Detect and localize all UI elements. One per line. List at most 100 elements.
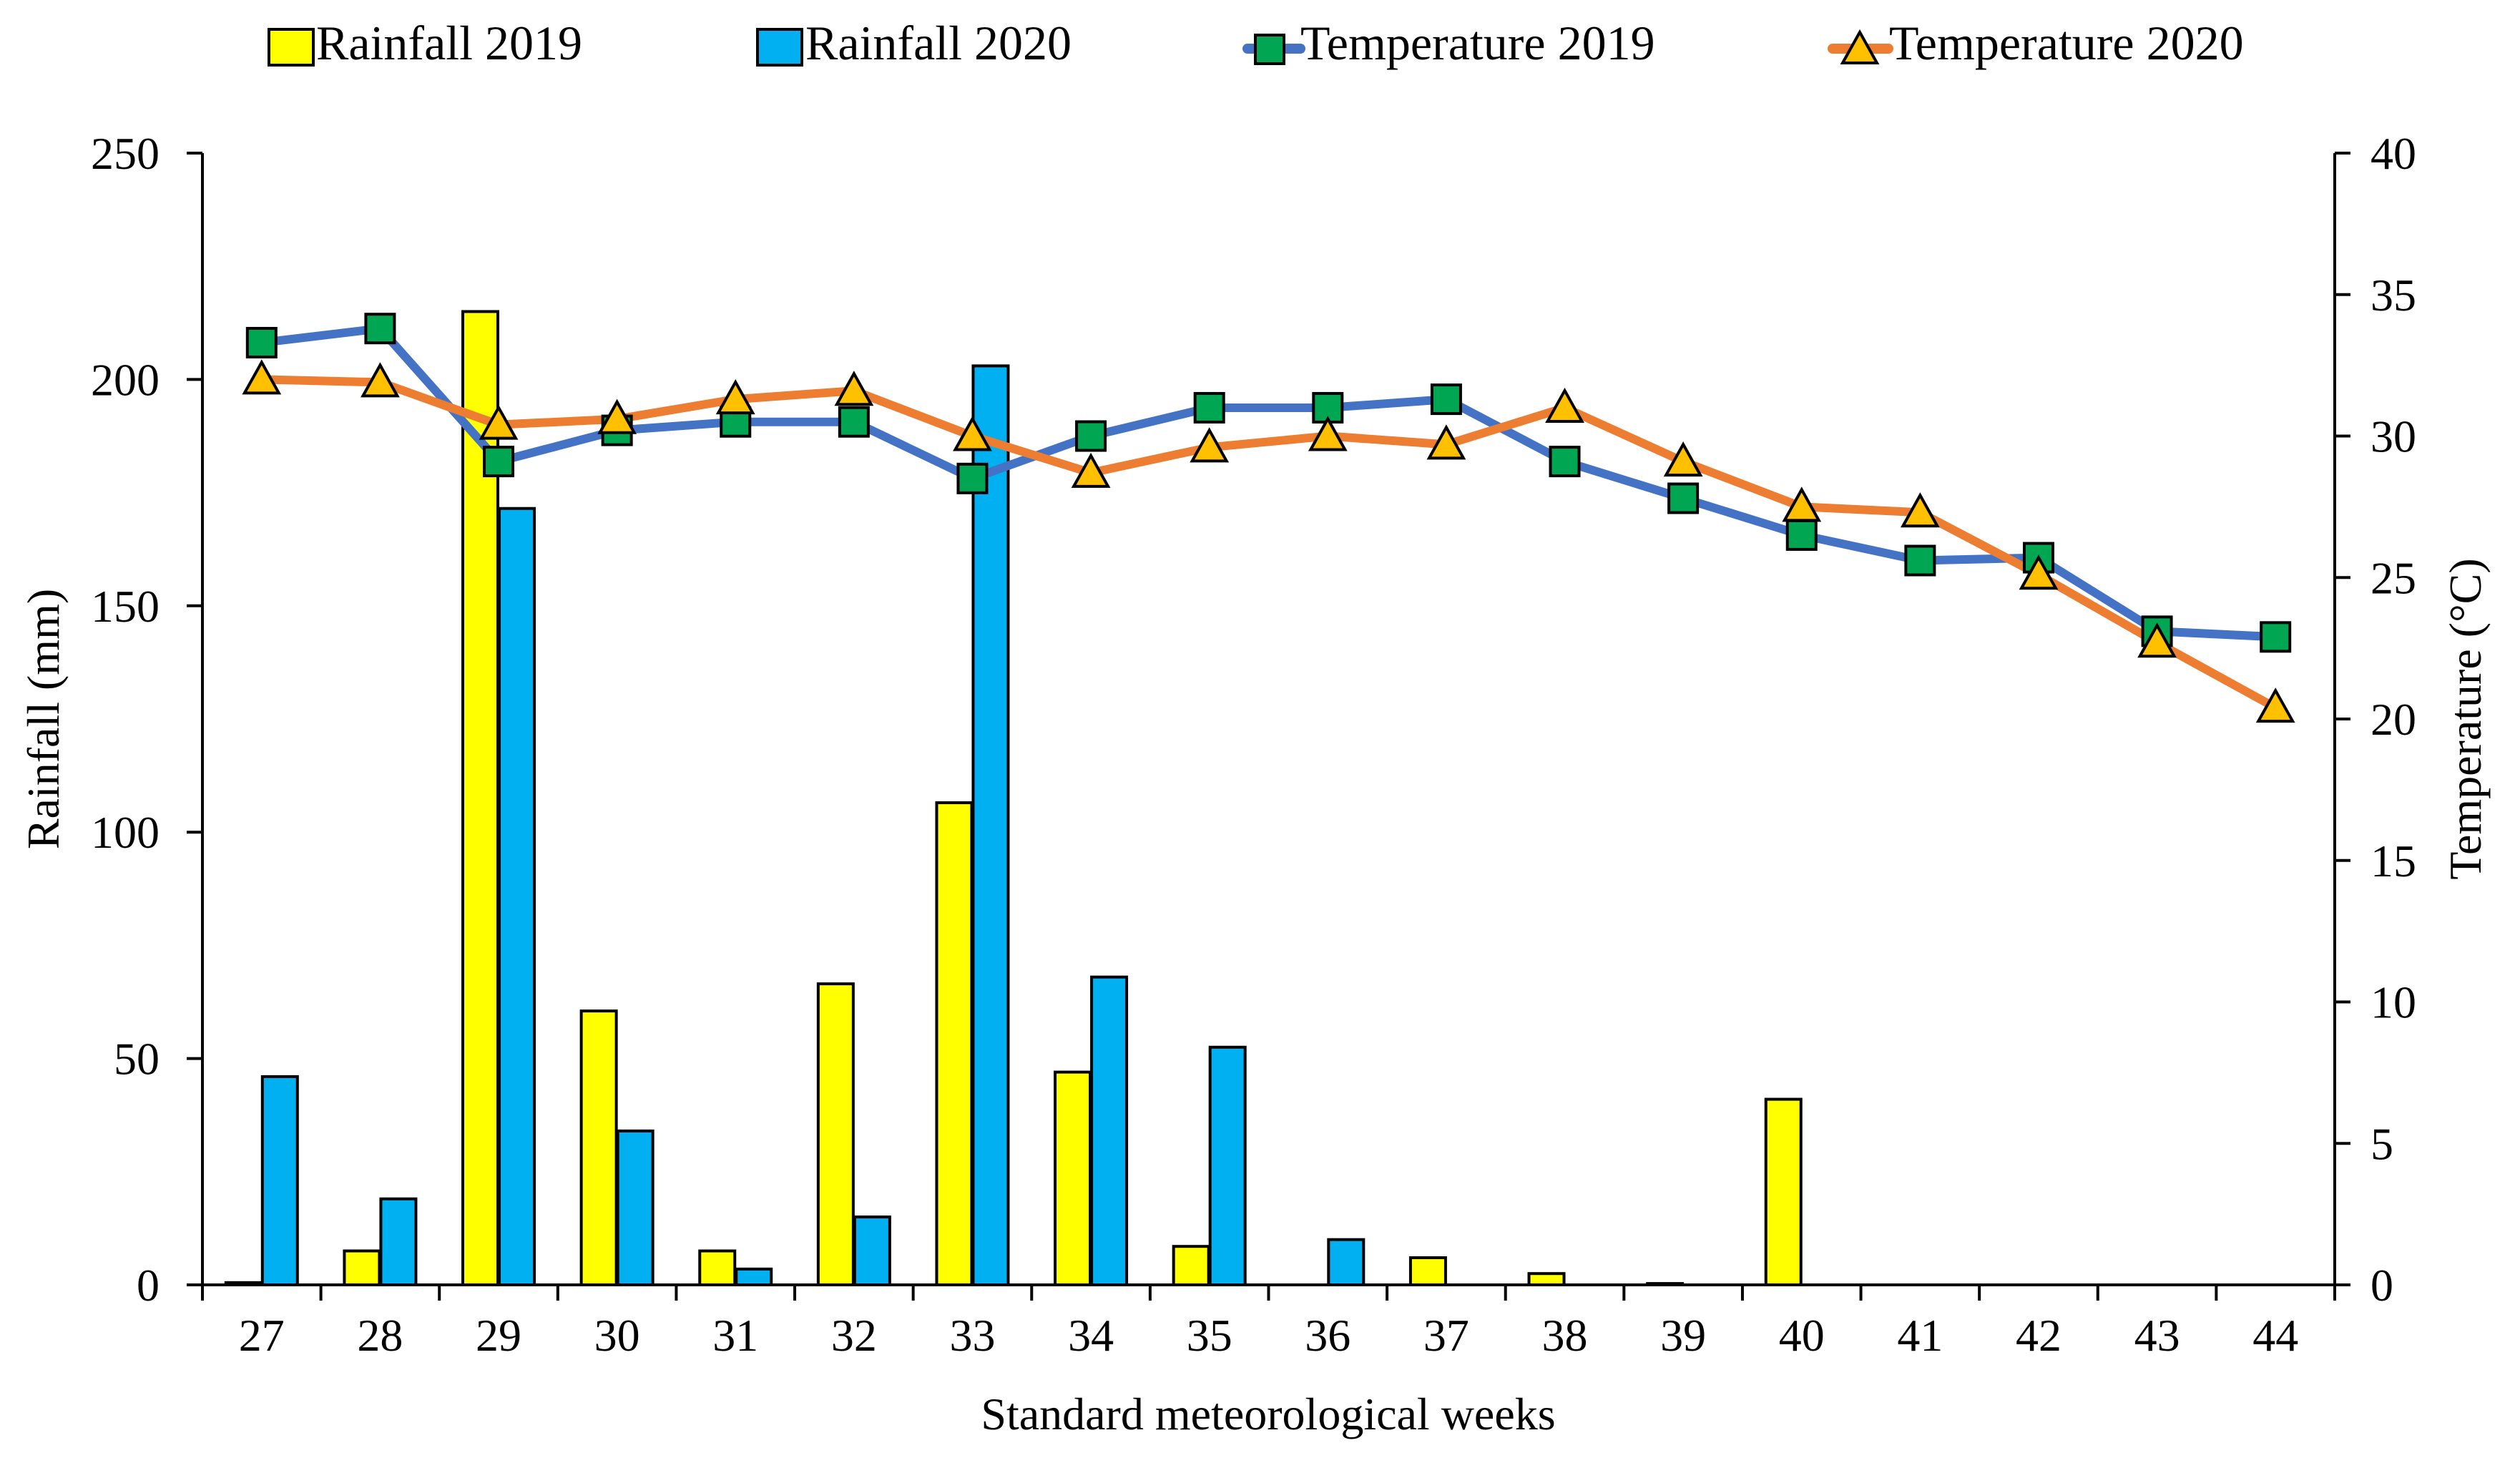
bar-rainfall-2019-week-35 [1172, 1245, 1210, 1287]
bar-rainfall-2019-week-33 [935, 801, 974, 1286]
right-tick-label: 5 [2371, 1118, 2393, 1169]
x-tick-label: 35 [1187, 1310, 1232, 1361]
x-tick-label: 39 [1660, 1310, 1706, 1361]
left-tick-label: 250 [91, 128, 160, 179]
x-tick-label: 33 [949, 1310, 995, 1361]
point-temperature-2020-week-33 [953, 416, 992, 451]
left-tick-label: 0 [137, 1260, 160, 1311]
x-tick-label: 38 [1542, 1310, 1588, 1361]
bar-rainfall-2020-week-27 [260, 1075, 299, 1286]
point-temperature-2020-week-32 [834, 371, 874, 406]
legend-marker-temperature-2019 [1254, 34, 1285, 65]
bar-rainfall-2019-week-32 [816, 982, 855, 1286]
bar-rainfall-2020-week-36 [1327, 1238, 1366, 1286]
point-temperature-2020-week-37 [1426, 424, 1466, 460]
x-tick-label: 36 [1305, 1310, 1350, 1361]
x-tick-label: 29 [476, 1310, 521, 1361]
point-temperature-2020-week-34 [1071, 452, 1111, 488]
bar-rainfall-2019-week-38 [1527, 1272, 1566, 1287]
y-axis-left-title: Rainfall (mm) [18, 589, 69, 849]
right-tick-label: 20 [2371, 694, 2416, 745]
bar-rainfall-2019-week-34 [1054, 1070, 1092, 1286]
x-tick-label: 31 [712, 1310, 758, 1361]
left-axis-ticks: 0 50 100 150 200 250 [91, 128, 202, 1311]
x-tick-label: 42 [2016, 1310, 2061, 1361]
point-temperature-2019-week-41 [1904, 544, 1936, 577]
point-temperature-2020-week-39 [1663, 441, 1703, 477]
legend-label-rainfall-2019: Rainfall 2019 [316, 16, 582, 70]
y-axis-right-title: Temperature (°C) [2440, 558, 2491, 879]
bars [224, 310, 1803, 1287]
point-temperature-2020-week-41 [1900, 492, 1940, 528]
point-temperature-2019-week-27 [245, 326, 278, 358]
bar-rainfall-2020-week-33 [971, 364, 1010, 1286]
legend: Rainfall 2019 Rainfall 2020 Temperature … [268, 16, 2244, 70]
point-temperature-2020-week-27 [242, 359, 282, 395]
bar-rainfall-2020-week-28 [379, 1197, 418, 1286]
bar-rainfall-2019-week-28 [343, 1249, 381, 1287]
bar-rainfall-2019-week-30 [579, 1009, 618, 1286]
x-tick-label: 28 [357, 1310, 403, 1361]
left-tick-label: 100 [91, 807, 160, 858]
bar-rainfall-2019-week-27 [224, 1281, 263, 1287]
bar-rainfall-2020-week-30 [616, 1129, 654, 1287]
right-axis-ticks: 0 5 10 15 20 25 30 35 40 [2335, 128, 2416, 1311]
x-axis-title: Standard meteorological weeks [981, 1389, 1555, 1439]
line-temperature-2019 [257, 324, 2280, 642]
left-tick-label: 150 [91, 581, 160, 632]
point-temperature-2019-week-37 [1430, 383, 1462, 416]
left-tick-label: 50 [114, 1034, 160, 1085]
point-temperature-2019-week-38 [1549, 446, 1581, 478]
x-tick-label: 40 [1779, 1310, 1825, 1361]
x-tick-label: 44 [2252, 1310, 2298, 1361]
x-tick-label: 27 [239, 1310, 285, 1361]
right-tick-label: 10 [2371, 977, 2416, 1028]
x-tick-label: 43 [2134, 1310, 2180, 1361]
point-temperature-2019-week-28 [364, 313, 396, 345]
bar-rainfall-2020-week-35 [1208, 1045, 1247, 1287]
point-temperature-2019-week-44 [2260, 621, 2292, 653]
point-temperature-2020-week-31 [715, 378, 755, 415]
point-temperature-2020-week-29 [479, 404, 519, 440]
point-temperature-2020-week-43 [2137, 622, 2177, 658]
point-temperature-2020-week-30 [597, 398, 637, 434]
x-tick-label: 32 [831, 1310, 877, 1361]
point-temperature-2020-week-28 [361, 362, 400, 398]
legend-label-temperature-2019: Temperature 2019 [1300, 16, 1655, 70]
point-temperature-2019-week-35 [1193, 391, 1225, 424]
point-temperature-2019-week-33 [956, 462, 989, 494]
bar-rainfall-2019-week-31 [698, 1249, 737, 1287]
x-tick-label: 30 [594, 1310, 640, 1361]
point-temperature-2019-week-29 [483, 446, 515, 478]
bar-rainfall-2020-week-31 [735, 1267, 773, 1287]
point-temperature-2019-week-40 [1785, 519, 1818, 551]
point-temperature-2020-week-40 [1782, 486, 1822, 522]
legend-swatch-rainfall-2019 [268, 28, 315, 67]
point-temperature-2020-week-42 [2019, 554, 2059, 590]
bar-rainfall-2019-week-40 [1764, 1097, 1803, 1286]
point-temperature-2020-week-38 [1545, 387, 1584, 423]
bar-rainfall-2019-week-37 [1408, 1256, 1447, 1286]
right-tick-label: 35 [2371, 270, 2416, 321]
point-temperature-2020-week-35 [1190, 427, 1230, 463]
x-axis-ticks: 27 28 29 30 31 32 33 34 35 36 37 38 39 40 41 42 43 44 [201, 1285, 2336, 1361]
point-temperature-2020-week-44 [2255, 688, 2295, 723]
point-temperature-2019-week-34 [1075, 420, 1107, 452]
bar-rainfall-2019-week-39 [1646, 1282, 1685, 1286]
right-tick-label: 30 [2371, 411, 2416, 462]
point-temperature-2019-week-32 [838, 406, 870, 438]
legend-label-temperature-2020: Temperature 2020 [1889, 16, 2244, 70]
right-tick-label: 40 [2371, 128, 2416, 179]
x-tick-label: 37 [1423, 1310, 1469, 1361]
bar-rainfall-2020-week-29 [498, 507, 536, 1286]
left-tick-label: 200 [91, 354, 160, 405]
axes: 0 50 100 150 200 250 0 5 10 15 20 25 30 35 40 27 28 29 3… [91, 128, 2416, 1361]
legend-label-rainfall-2020: Rainfall 2020 [805, 16, 1072, 70]
x-tick-label: 34 [1068, 1310, 1114, 1361]
lines [242, 313, 2295, 723]
right-tick-label: 15 [2371, 836, 2416, 886]
point-temperature-2019-week-39 [1667, 482, 1700, 514]
legend-marker-temperature-2020 [1840, 29, 1880, 64]
right-tick-label: 25 [2371, 552, 2416, 603]
x-tick-label: 41 [1897, 1310, 1943, 1361]
